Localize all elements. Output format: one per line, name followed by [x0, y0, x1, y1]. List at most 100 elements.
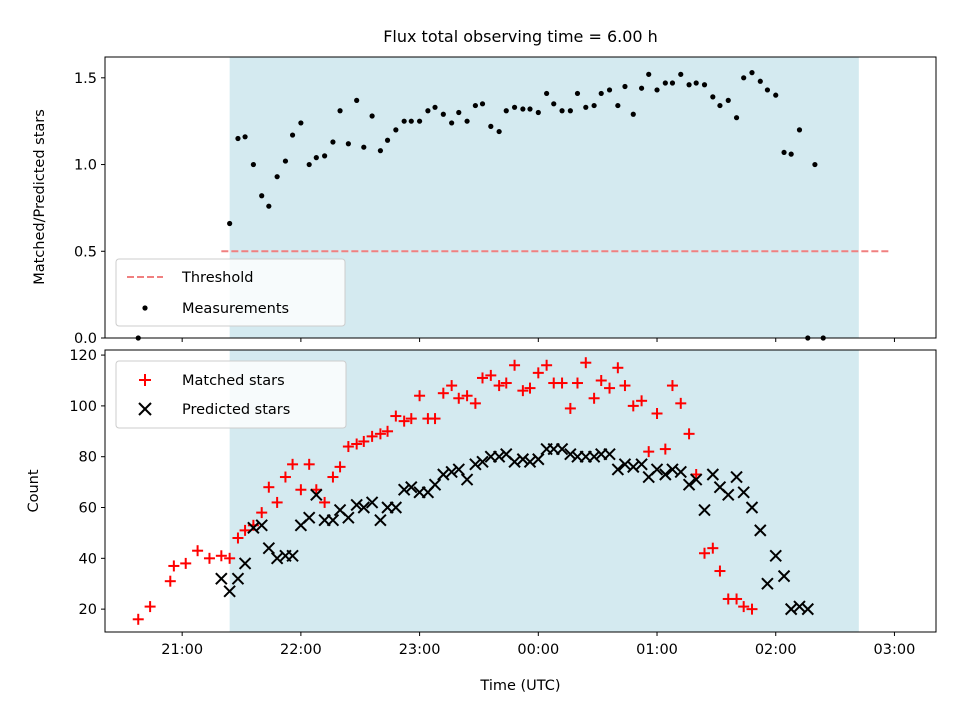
predicted-star-point [469, 458, 482, 471]
measurement-point [384, 137, 391, 143]
predicted-star-point [452, 463, 465, 476]
predicted-star-point [666, 463, 679, 476]
matched-star-point [132, 613, 144, 625]
matched-star-point [192, 545, 204, 557]
legend-predicted-swatch [138, 402, 152, 416]
predicted-star-point [737, 486, 750, 499]
measurement-point [464, 118, 470, 124]
measurement-point [503, 108, 509, 114]
matched-star-point [239, 524, 251, 536]
predicted-star-point [516, 453, 530, 466]
predicted-star-point [374, 514, 387, 527]
predicted-star-point [310, 488, 323, 502]
top-x-ticks [181, 338, 895, 342]
matched-star-point [493, 380, 505, 392]
predicted-star-point [215, 572, 228, 585]
bottom-y-tick-label: 80 [79, 450, 97, 466]
matched-star-point [271, 496, 283, 508]
matched-star-point [461, 390, 473, 402]
top-y-tick-label: 1.5 [74, 71, 97, 87]
measurement-point [432, 104, 438, 110]
matched-star-point [675, 397, 687, 409]
predicted-star-point [397, 483, 411, 496]
matched-star-point [382, 425, 394, 437]
matched-star-point [619, 380, 631, 392]
matched-star-point [144, 601, 156, 613]
predicted-star-point [627, 460, 640, 474]
measurement-point [701, 82, 708, 88]
matched-star-point [469, 397, 481, 409]
measurement-point [662, 80, 668, 86]
predicted-star-point [611, 463, 625, 476]
predicted-star-point [247, 521, 260, 535]
predicted-star-point [659, 468, 672, 481]
measurement-point [479, 101, 486, 107]
predicted-star-point [784, 602, 798, 616]
measurement-point [401, 118, 407, 124]
matched-star-point [168, 560, 180, 572]
matched-star-point [405, 413, 417, 425]
predicted-star-point [777, 569, 791, 583]
measurement-point [741, 75, 747, 81]
matched-star-point [588, 392, 600, 404]
measurement-point [408, 118, 414, 124]
matched-star-point [429, 413, 441, 425]
figure-title: Flux total observing time = 6.00 h [383, 27, 658, 46]
matched-star-point [477, 372, 489, 384]
measurement-point [377, 148, 384, 154]
legend-measurements-swatch [142, 305, 148, 311]
top-y-tick-label: 0.0 [74, 331, 97, 347]
bottom-y-ticks: 20 40 60 80 100 120 [69, 348, 105, 618]
bottom-y-axis-label: Count [26, 469, 42, 512]
matched-star-point [699, 547, 711, 559]
bottom-x-tick-label: 00:00 [517, 642, 559, 658]
matched-star-point [731, 593, 743, 605]
top-panel: 0.0 0.5 1.0 1.5 Matched/Predicted stars Thr… [32, 56, 937, 347]
measurement-point [496, 128, 502, 135]
matched-star-point [524, 382, 536, 394]
matched-star-point [651, 408, 663, 420]
measurement-point [274, 174, 280, 180]
matched-star-point [446, 380, 458, 392]
measurement-point [559, 108, 565, 114]
measurement-point [369, 113, 375, 119]
matched-star-point [564, 402, 576, 414]
matched-star-point [287, 458, 299, 470]
matched-star-point [414, 390, 426, 402]
x-axis-label: Time (UTC) [479, 678, 560, 694]
bottom-legend: Matched stars Predicted stars [115, 360, 347, 429]
matched-star-point [398, 415, 410, 427]
predicted-star-point [405, 480, 418, 494]
top-y-tick-label: 1.0 [74, 158, 97, 174]
measurement-point [361, 144, 367, 150]
matched-star-point [627, 400, 639, 412]
predicted-star-point [326, 514, 340, 527]
measurement-point [298, 120, 304, 126]
matched-star-point [374, 428, 386, 440]
matched-star-point [485, 369, 497, 381]
measurement-point [686, 82, 692, 88]
matched-star-point [256, 507, 268, 519]
matched-star-point [334, 461, 346, 473]
matched-star-point [319, 496, 331, 508]
predicted-star-point [231, 572, 245, 585]
measurement-point [669, 80, 676, 86]
matched-star-point [327, 471, 339, 483]
matched-star-point [342, 441, 354, 453]
predicted-star-point [674, 465, 687, 479]
measurement-point [591, 102, 597, 109]
bottom-y-tick-label: 20 [79, 602, 97, 618]
measurement-point [227, 220, 233, 227]
bottom-y-tick-label: 40 [79, 551, 97, 567]
measurement-point [693, 80, 699, 86]
predicted-star-point [437, 468, 450, 481]
predicted-star-point [793, 600, 806, 613]
predicted-star-point [682, 478, 696, 491]
measurement-point [606, 87, 613, 93]
matched-star-point [390, 410, 402, 422]
measurement-point [393, 127, 399, 133]
legend-threshold-label: Threshold [181, 270, 253, 286]
measurement-point [598, 90, 604, 97]
matched-star-point [263, 481, 275, 493]
bottom-marks [132, 357, 814, 625]
